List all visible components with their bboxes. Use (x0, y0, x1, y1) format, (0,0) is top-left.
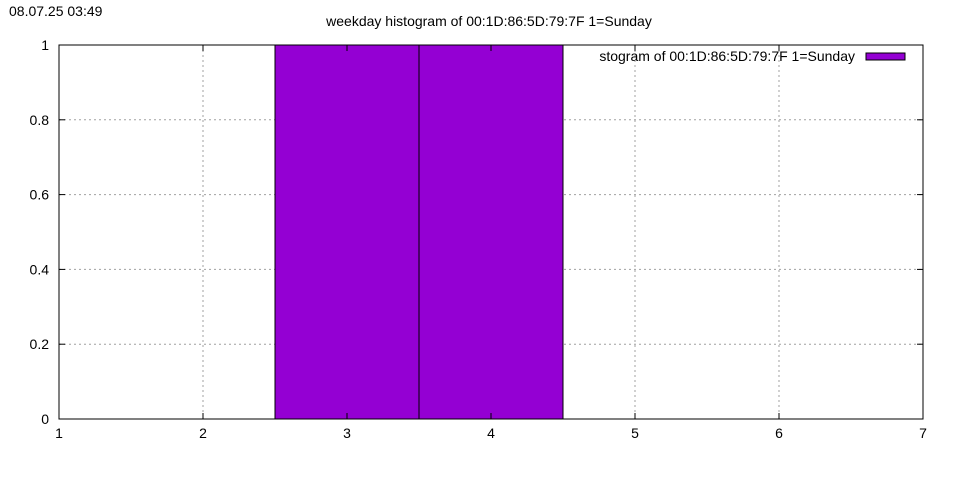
x-tick-label: 1 (55, 425, 63, 441)
histogram-bar (418, 44, 564, 420)
legend: stogram of 00:1D:86:5D:79:7F 1=Sunday (599, 48, 906, 64)
timestamp: 08.07.25 03:49 (9, 3, 103, 19)
y-tick-label: 1 (41, 37, 49, 53)
legend-swatch (865, 52, 906, 61)
chart-title: weekday histogram of 00:1D:86:5D:79:7F 1… (325, 13, 652, 29)
y-tick-label: 0.8 (30, 112, 50, 128)
x-tick-label: 7 (919, 425, 927, 441)
y-tick-labels: 0 0.2 0.4 0.6 0.8 1 (30, 37, 50, 427)
y-tick-label: 0.4 (30, 261, 50, 277)
y-tick-label: 0 (41, 411, 49, 427)
x-tick-labels: 1 2 3 4 5 6 7 (55, 425, 927, 441)
x-tick-label: 2 (199, 425, 207, 441)
y-tick-label: 0.6 (30, 187, 50, 203)
x-tick-label: 6 (775, 425, 783, 441)
legend-label: stogram of 00:1D:86:5D:79:7F 1=Sunday (599, 48, 855, 64)
tick-marks (58, 44, 924, 420)
x-tick-label: 3 (343, 425, 351, 441)
x-tick-label: 4 (487, 425, 495, 441)
y-tick-label: 0.2 (30, 336, 50, 352)
histogram-bar (274, 44, 420, 420)
x-tick-label: 5 (631, 425, 639, 441)
bars (274, 44, 564, 420)
